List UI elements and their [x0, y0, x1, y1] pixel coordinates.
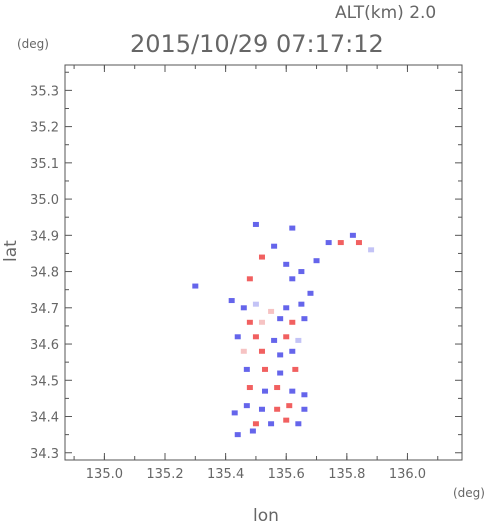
y-tick-label: 35.2 [30, 121, 59, 136]
radar-cell [258, 254, 265, 260]
radar-cell [249, 428, 256, 434]
radar-cell [246, 276, 253, 282]
radar-cell [258, 406, 265, 412]
radar-cell [246, 385, 253, 391]
radar-cell [283, 261, 290, 267]
radar-cell [252, 221, 259, 227]
radar-cell [234, 432, 241, 438]
y-tick-label: 34.9 [30, 229, 59, 244]
plot-area: 135.0 135.2 135.4 135.6 135.8 136.0 34.3 34.4 34… [30, 64, 463, 482]
y-unit-label: (deg) [17, 37, 49, 51]
timestamp-title: 2015/10/29 07:17:12 [130, 30, 384, 58]
y-tick-label: 35.1 [30, 157, 59, 172]
radar-cell [240, 305, 247, 311]
radar-cell [262, 388, 269, 394]
x-unit-label: (deg) [453, 486, 485, 500]
axis-ticks: 135.0 135.2 135.4 135.6 135.8 136.0 34.3 34.4 34… [30, 65, 462, 482]
radar-cell [258, 348, 265, 354]
y-tick-label: 35.0 [30, 193, 59, 208]
radar-cell [228, 298, 235, 304]
y-tick-label: 34.5 [30, 374, 59, 389]
y-tick-label: 34.7 [30, 302, 59, 317]
radar-cell [355, 240, 362, 246]
reflectivity-cells [192, 221, 375, 438]
radar-cell [307, 290, 314, 296]
radar-cell [262, 366, 269, 372]
radar-cell [301, 316, 308, 322]
radar-cell [283, 417, 290, 423]
y-tick-label: 34.3 [30, 447, 59, 462]
radar-cell [246, 319, 253, 325]
radar-cell [231, 410, 238, 416]
radar-cell [337, 240, 344, 246]
radar-cell [277, 370, 284, 376]
radar-cell [286, 403, 293, 409]
radar-cell [243, 403, 250, 409]
x-tick-label: 135.6 [268, 467, 305, 482]
radar-cell [271, 337, 278, 343]
radar-cell [268, 421, 275, 427]
x-tick-label: 135.2 [146, 467, 183, 482]
radar-cell [240, 348, 247, 354]
radar-cell [301, 406, 308, 412]
radar-cell [301, 392, 308, 398]
y-axis-label: lat [1, 240, 21, 262]
y-tick-label: 34.4 [30, 411, 59, 426]
radar-cell [289, 319, 296, 325]
radar-cell [295, 337, 302, 343]
radar-cell [271, 243, 278, 249]
radar-cell [252, 301, 259, 307]
radar-cell [349, 232, 356, 238]
radar-cell [274, 406, 281, 412]
radar-cell [289, 348, 296, 354]
radar-cell [258, 319, 265, 325]
x-axis-label: lon [253, 506, 279, 521]
radar-cell [313, 258, 320, 264]
radar-cell [234, 334, 241, 340]
altitude-label: ALT(km) 2.0 [335, 3, 436, 23]
radar-cell [368, 247, 375, 253]
radar-cell [192, 283, 199, 289]
radar-cell [283, 305, 290, 311]
x-tick-label: 136.0 [389, 467, 426, 482]
radar-cell [268, 308, 275, 314]
radar-cell [295, 421, 302, 427]
radar-cell [252, 334, 259, 340]
radar-cell [298, 269, 305, 275]
radar-cell [283, 334, 290, 340]
y-tick-label: 34.8 [30, 266, 59, 281]
y-tick-label: 35.3 [30, 84, 59, 99]
radar-cell [289, 276, 296, 282]
x-tick-label: 135.4 [207, 467, 244, 482]
radar-cell [289, 225, 296, 231]
radar-cell [243, 366, 250, 372]
radar-cell [277, 352, 284, 358]
radar-cell [298, 301, 305, 307]
plot-frame [64, 64, 463, 461]
y-tick-label: 34.6 [30, 338, 59, 353]
x-tick-label: 135.0 [86, 467, 123, 482]
radar-cell [325, 240, 332, 246]
radar-cell [289, 388, 296, 394]
radar-cell [274, 385, 281, 391]
radar-cell [277, 316, 284, 322]
radar-cell [292, 366, 299, 372]
x-tick-label: 135.8 [328, 467, 365, 482]
radar-cell [252, 421, 259, 427]
